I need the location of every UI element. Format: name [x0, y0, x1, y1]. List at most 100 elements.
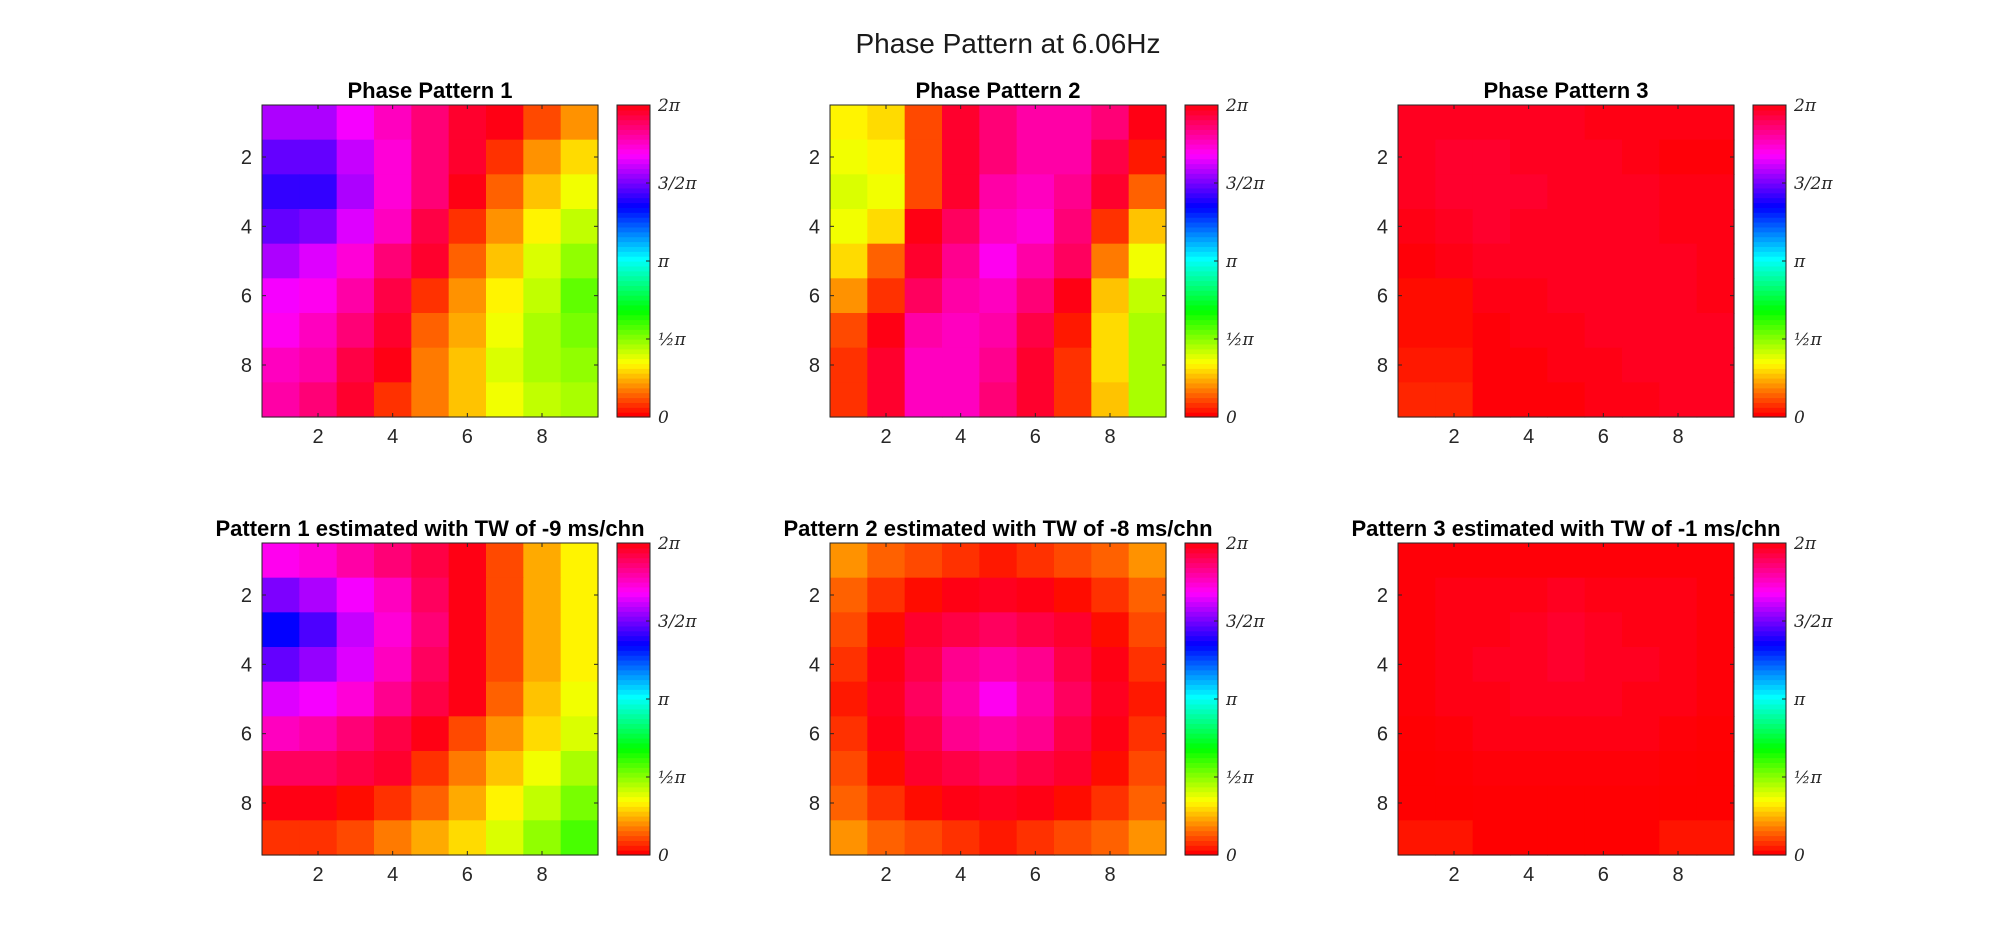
heatmap-cell	[1547, 820, 1586, 856]
heatmap-cell	[411, 681, 450, 717]
heatmap-cell	[336, 751, 375, 787]
heatmap-cell	[904, 382, 943, 418]
colorbar-step	[1753, 153, 1786, 160]
heatmap-cell	[830, 577, 868, 613]
heatmap-cell	[1054, 543, 1092, 579]
heatmap-cell	[374, 105, 412, 141]
colorbar-step	[617, 304, 650, 311]
heatmap-cells	[1398, 105, 1735, 418]
heatmap-cell	[1398, 382, 1436, 418]
colorbar-step	[617, 835, 650, 841]
colorbar-step	[1753, 402, 1786, 408]
colorbar-step	[1185, 596, 1218, 603]
colorbar-step	[1185, 241, 1218, 247]
heatmap-cell	[1398, 313, 1436, 349]
heatmap-cell	[867, 278, 906, 314]
colorbar-step	[617, 334, 650, 340]
colorbar-step	[617, 124, 650, 130]
heatmap-cell	[336, 647, 375, 683]
colorbar-step	[617, 163, 650, 169]
colorbar-step	[617, 207, 650, 213]
heatmap-cell	[560, 313, 599, 349]
colorbar-tick-label: 0	[1794, 846, 1805, 866]
x-tick-label: 8	[536, 864, 547, 886]
colorbar-step	[1185, 616, 1218, 622]
colorbar-step	[1185, 611, 1218, 617]
heatmap-cell	[867, 785, 906, 821]
heatmap-cell	[1659, 785, 1698, 821]
y-tick-label: 8	[241, 355, 252, 377]
colorbar-step	[1753, 796, 1786, 802]
heatmap-cell	[1510, 681, 1548, 717]
heatmap-cell	[979, 278, 1018, 314]
colorbar-step	[1185, 222, 1218, 228]
heatmap-cell	[448, 785, 487, 821]
heatmap-cell	[1510, 174, 1548, 210]
x-tick-label: 4	[955, 426, 966, 448]
colorbar-step	[1753, 557, 1786, 564]
subplot-3: Phase Pattern 3 2 4 6 8 2 4 6 8 0 ½π π 3/2π 2π	[1377, 78, 1833, 448]
colorbar-step	[1753, 674, 1786, 681]
heatmap-cell	[560, 139, 599, 175]
heatmap-cell	[448, 716, 487, 752]
heatmap-cell	[299, 681, 338, 717]
colorbar-step	[617, 202, 650, 208]
colorbar-step	[617, 319, 650, 325]
heatmap-cell	[262, 209, 300, 245]
colorbar-step	[617, 621, 650, 627]
heatmap-cell	[979, 785, 1018, 821]
colorbar-tick-label: 3/2π	[1226, 612, 1265, 632]
colorbar-step	[1185, 679, 1218, 685]
heatmap-cell	[1659, 681, 1698, 717]
colorbar-step	[617, 168, 650, 174]
colorbar-step	[1185, 378, 1218, 384]
y-tick-label: 6	[241, 286, 252, 308]
colorbar-step	[1753, 830, 1786, 837]
x-tick-label: 6	[1030, 426, 1041, 448]
heatmap-cell	[1622, 751, 1660, 787]
heatmap-cell	[1128, 716, 1167, 752]
heatmap-cell	[560, 174, 599, 210]
heatmap-cell	[448, 243, 487, 279]
colorbar-step	[1753, 733, 1786, 739]
heatmap-cell	[904, 347, 943, 383]
heatmap-cell	[1054, 612, 1092, 648]
heatmap-cell	[1696, 382, 1735, 418]
heatmap-cell	[1472, 139, 1511, 175]
y-tick-label: 2	[1377, 147, 1388, 169]
y-tick-label: 4	[809, 654, 820, 676]
colorbar-step	[1753, 781, 1786, 788]
colorbar-step	[1185, 183, 1218, 189]
colorbar-step	[1753, 319, 1786, 325]
heatmap-cell	[1054, 313, 1092, 349]
colorbar-step	[1185, 591, 1218, 598]
colorbar-step	[617, 679, 650, 685]
heatmap-cell	[979, 647, 1018, 683]
heatmap-cell	[299, 716, 338, 752]
colorbar-step	[1185, 733, 1218, 739]
colorbar-step	[1185, 650, 1218, 656]
colorbar-step	[1753, 412, 1786, 418]
colorbar-step	[1185, 339, 1218, 345]
colorbar-step	[1185, 309, 1218, 316]
heatmap-cell	[904, 647, 943, 683]
colorbar-step	[1753, 591, 1786, 598]
heatmap-cell	[1622, 647, 1660, 683]
heatmap-cell	[904, 243, 943, 279]
heatmap-cell	[830, 716, 868, 752]
subplot-6: Pattern 3 estimated with TW of -1 ms/chn…	[1351, 516, 1833, 886]
heatmap-cell	[486, 382, 524, 418]
colorbar-tick-label: 3/2π	[658, 174, 697, 194]
colorbar-step	[1185, 105, 1218, 111]
colorbar-step	[1753, 572, 1786, 578]
colorbar-step	[1753, 816, 1786, 822]
colorbar-step	[1185, 635, 1218, 642]
heatmap-cell	[1584, 681, 1623, 717]
colorbar-step	[617, 806, 650, 812]
heatmap-cell	[523, 577, 562, 613]
heatmap-cell	[1472, 577, 1511, 613]
colorbar-step	[1185, 402, 1218, 408]
heatmap-cell	[1091, 543, 1130, 579]
heatmap-cell	[299, 347, 338, 383]
heatmap-cell	[336, 820, 375, 856]
